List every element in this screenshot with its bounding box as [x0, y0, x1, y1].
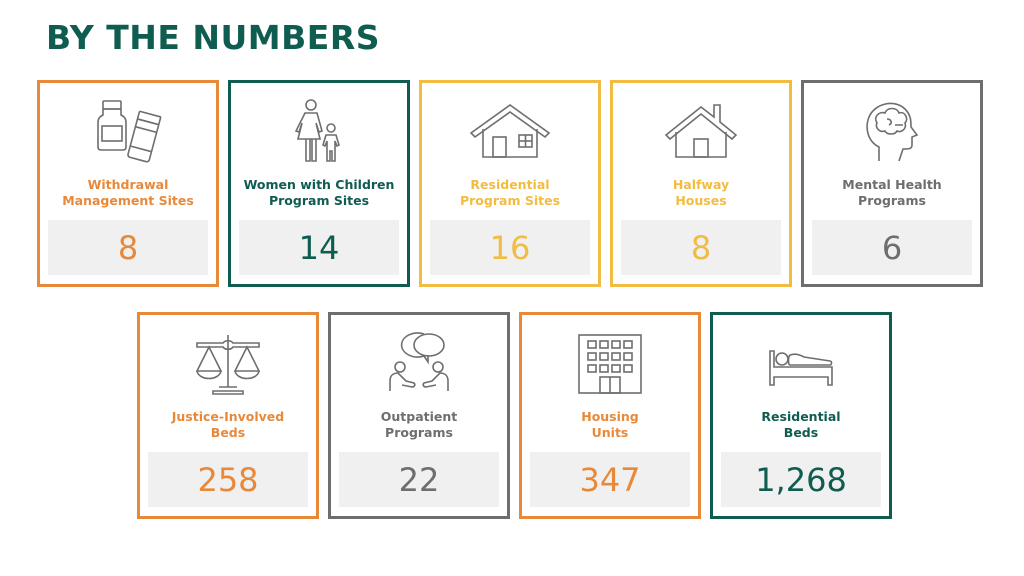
stat-card-women-with-children: Women with Children Program Sites 14	[228, 80, 410, 287]
stat-card-outpatient-programs: Outpatient Programs 22	[328, 312, 510, 519]
bed-icon	[756, 329, 846, 401]
label-line-1: Housing	[581, 409, 639, 424]
label-line-2: Programs	[858, 193, 926, 208]
stat-card-housing-units: Housing Units 347	[519, 312, 701, 519]
stat-value: 22	[398, 460, 440, 499]
stat-card-withdrawal-management: Withdrawal Management Sites 8	[37, 80, 219, 287]
house-chimney-icon	[656, 97, 746, 169]
stat-card-halfway-houses: Halfway Houses 8	[610, 80, 792, 287]
stat-label: Outpatient Programs	[331, 409, 507, 441]
label-line-1: Residential	[470, 177, 550, 192]
stat-label: Residential Program Sites	[422, 177, 598, 209]
page-title: BY THE NUMBERS	[46, 18, 381, 57]
head-brain-icon	[847, 97, 937, 169]
label-line-2: Beds	[783, 425, 819, 440]
label-line-1: Mental Health	[842, 177, 942, 192]
label-line-2: Units	[591, 425, 629, 440]
label-line-2: Program Sites	[459, 193, 561, 208]
stat-card-residential-program-sites: Residential Program Sites 16	[419, 80, 601, 287]
label-line-1: Halfway	[672, 177, 730, 192]
value-box: 347	[530, 452, 690, 507]
label-line-1: Justice-Involved	[171, 409, 285, 424]
label-line-2: Houses	[675, 193, 727, 208]
stat-label: Women with Children Program Sites	[231, 177, 407, 209]
stat-label: Halfway Houses	[613, 177, 789, 209]
label-line-2: Beds	[210, 425, 246, 440]
label-line-2: Programs	[385, 425, 453, 440]
stat-card-residential-beds: Residential Beds 1,268	[710, 312, 892, 519]
stat-label: Residential Beds	[713, 409, 889, 441]
label-line-1: Women with Children	[243, 177, 395, 192]
value-box: 16	[430, 220, 590, 275]
label-line-2: Management Sites	[62, 193, 194, 208]
stat-value: 14	[298, 228, 340, 267]
value-box: 1,268	[721, 452, 881, 507]
stat-label: Justice-Involved Beds	[140, 409, 316, 441]
stat-value: 6	[881, 228, 903, 267]
stat-value: 347	[579, 460, 641, 499]
label-line-2: Program Sites	[268, 193, 370, 208]
pill-bottles-icon	[83, 97, 173, 169]
house-window-icon	[465, 97, 555, 169]
stat-card-mental-health-programs: Mental Health Programs 6	[801, 80, 983, 287]
value-box: 8	[621, 220, 781, 275]
value-box: 14	[239, 220, 399, 275]
stat-value: 258	[197, 460, 259, 499]
stat-value: 16	[489, 228, 531, 267]
woman-child-icon	[274, 97, 364, 169]
stat-label: Housing Units	[522, 409, 698, 441]
conversation-people-icon	[374, 329, 464, 401]
stat-label: Mental Health Programs	[804, 177, 980, 209]
stat-value: 1,268	[755, 460, 847, 499]
value-box: 8	[48, 220, 208, 275]
label-line-1: Outpatient	[380, 409, 458, 424]
label-line-1: Withdrawal	[87, 177, 169, 192]
value-box: 258	[148, 452, 308, 507]
value-box: 22	[339, 452, 499, 507]
stat-card-justice-involved-beds: Justice-Involved Beds 258	[137, 312, 319, 519]
scales-of-justice-icon	[183, 329, 273, 401]
apartment-building-icon	[565, 329, 655, 401]
value-box: 6	[812, 220, 972, 275]
stat-value: 8	[117, 228, 139, 267]
stat-label: Withdrawal Management Sites	[40, 177, 216, 209]
stat-value: 8	[690, 228, 712, 267]
label-line-1: Residential	[761, 409, 841, 424]
